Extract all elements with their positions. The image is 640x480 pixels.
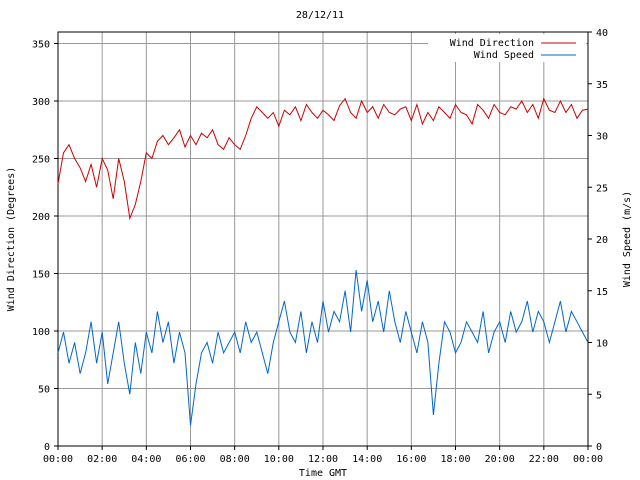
x-tick-label: 22:00 xyxy=(529,454,559,465)
y-right-tick-label: 15 xyxy=(596,287,608,298)
y-left-tick-label: 250 xyxy=(32,155,50,166)
x-tick-label: 00:00 xyxy=(573,454,603,465)
y-left-tick-label: 0 xyxy=(44,442,50,453)
legend-label-wind-speed: Wind Speed xyxy=(474,50,534,61)
y-left-tick-label: 200 xyxy=(32,212,50,223)
y-left-tick-label: 350 xyxy=(32,40,50,51)
grid-lines xyxy=(58,32,588,446)
x-tick-label: 06:00 xyxy=(175,454,205,465)
x-tick-label: 00:00 xyxy=(43,454,73,465)
x-tick-label: 12:00 xyxy=(308,454,338,465)
x-tick-label: 08:00 xyxy=(220,454,250,465)
x-tick-label: 20:00 xyxy=(485,454,515,465)
x-tick-label: 16:00 xyxy=(396,454,426,465)
series-line-wind-speed xyxy=(57,270,589,426)
series-layer xyxy=(57,97,589,426)
y-left-tick-label: 150 xyxy=(32,270,50,281)
legend-background xyxy=(428,34,586,62)
x-tick-label: 04:00 xyxy=(131,454,161,465)
x-tick-label: 18:00 xyxy=(440,454,470,465)
y-left-tick-label: 300 xyxy=(32,97,50,108)
x-tick-label: 02:00 xyxy=(87,454,117,465)
y-right-tick-label: 5 xyxy=(596,390,602,401)
y-axis-left-label: Wind Direction (Degrees) xyxy=(6,167,17,312)
legend: Wind Direction Wind Speed xyxy=(428,34,586,62)
y-right-tick-label: 25 xyxy=(596,183,608,194)
series-line-wind-direction xyxy=(57,97,589,221)
y-right-tick-label: 20 xyxy=(596,235,608,246)
y-right-tick-label: 10 xyxy=(596,339,608,350)
x-tick-label: 10:00 xyxy=(264,454,294,465)
y-left-tick-label: 100 xyxy=(32,327,50,338)
y-right-tick-label: 30 xyxy=(596,132,608,143)
x-tick-label: 14:00 xyxy=(352,454,382,465)
x-axis-ticks: 00:00 02:00 04:00 06:00 08:00 10:00 12:00 14:00… xyxy=(43,446,603,465)
y-right-tick-label: 35 xyxy=(596,80,608,91)
y-axis-left-ticks: 0 50 100 150 200 250 300 350 xyxy=(32,40,58,453)
x-axis-label: Time GMT xyxy=(299,468,347,479)
chart-title: 28/12/11 xyxy=(296,10,344,21)
y-right-tick-label: 0 xyxy=(596,442,602,453)
legend-label-wind-direction: Wind Direction xyxy=(450,38,534,49)
y-left-tick-label: 50 xyxy=(38,385,50,396)
y-axis-right-label: Wind Speed (m/s) xyxy=(622,191,633,287)
y-axis-right-ticks: 0 5 10 15 20 25 30 35 40 xyxy=(588,28,608,453)
y-right-tick-label: 40 xyxy=(596,28,608,39)
